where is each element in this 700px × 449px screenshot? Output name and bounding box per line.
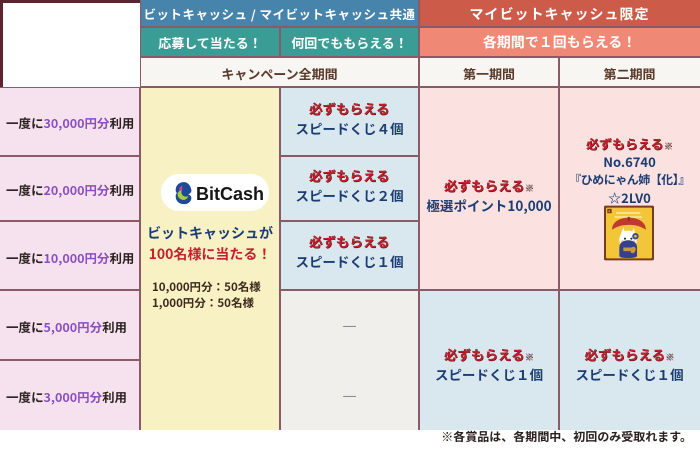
svg-text:4: 4 [608, 209, 610, 213]
